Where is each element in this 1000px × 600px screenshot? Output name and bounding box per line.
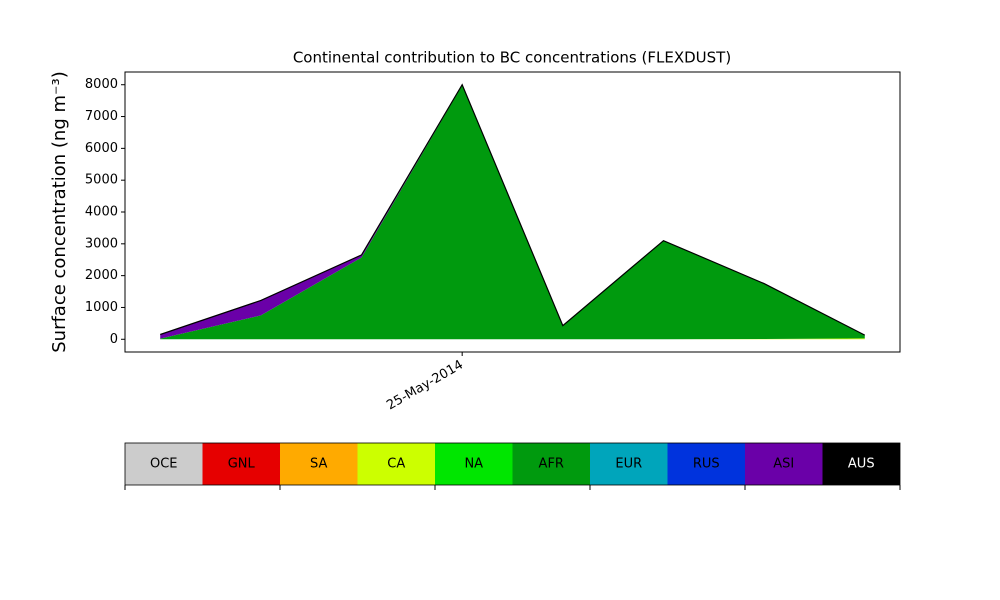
x-tick-label: 25-May-2014 — [384, 358, 466, 414]
legend-swatch — [280, 443, 358, 485]
area — [160, 338, 865, 340]
y-tick-label: 8000 — [85, 77, 118, 92]
legend-label: AFR — [539, 457, 564, 472]
legend-label: CA — [387, 457, 405, 472]
legend-frame — [124, 442, 901, 486]
legend-label: OCE — [150, 457, 178, 472]
legend-swatch — [202, 443, 280, 485]
legend-label: ASI — [773, 457, 794, 472]
legend-swatch — [357, 443, 435, 485]
y-tick-label: 1000 — [85, 300, 118, 315]
legend-swatch — [590, 443, 668, 485]
legend-swatch — [125, 443, 203, 485]
y-axis-label: Surface concentration (ng m⁻³) — [49, 71, 70, 353]
legend-swatch — [822, 443, 900, 485]
y-tick-label: 0 — [110, 332, 118, 347]
legend-label: NA — [464, 457, 483, 472]
legend-swatch — [435, 443, 513, 485]
y-tick-label: 5000 — [85, 173, 118, 188]
area — [160, 85, 865, 340]
legend-swatch — [745, 443, 823, 485]
legend-label: EUR — [615, 457, 642, 472]
legend-label: RUS — [693, 457, 720, 472]
legend-label: GNL — [228, 457, 256, 472]
y-tick-label: 4000 — [85, 205, 118, 220]
y-tick-label: 7000 — [85, 109, 118, 124]
y-tick-label: 2000 — [85, 268, 118, 283]
legend-swatch — [667, 443, 745, 485]
legend-swatch — [512, 443, 590, 485]
y-tick-label: 6000 — [85, 141, 118, 156]
chart-title: Continental contribution to BC concentra… — [293, 49, 731, 67]
legend-label: AUS — [848, 457, 875, 472]
legend-label: SA — [310, 457, 327, 472]
area — [160, 84, 865, 339]
y-tick-label: 3000 — [85, 236, 118, 251]
